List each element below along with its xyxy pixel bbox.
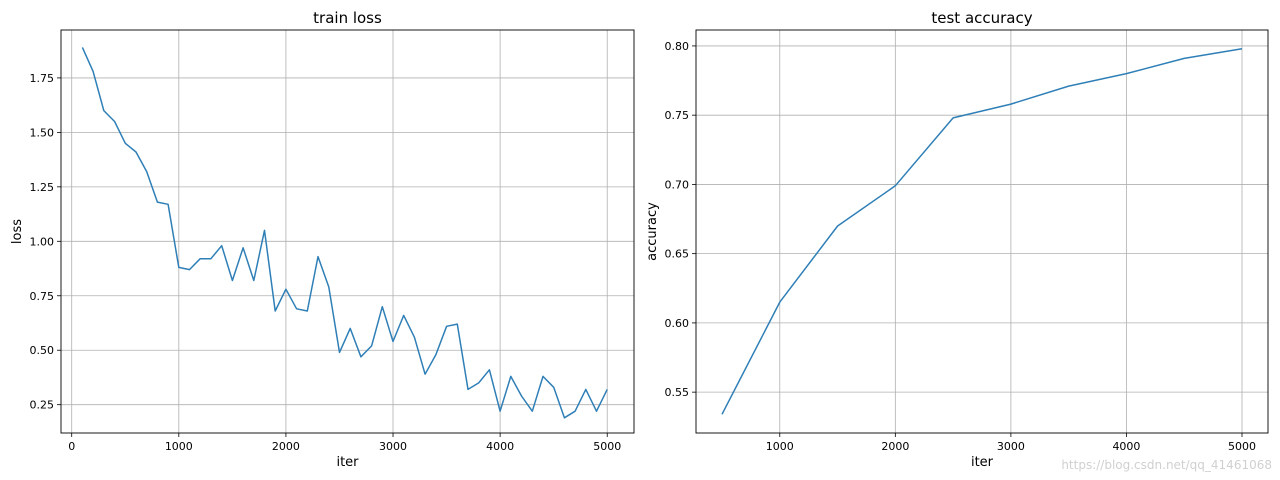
data-point bbox=[1008, 102, 1013, 107]
data-point bbox=[316, 254, 321, 259]
data-point bbox=[101, 108, 106, 113]
axes-frame bbox=[695, 29, 1269, 434]
data-point bbox=[348, 326, 353, 331]
data-point bbox=[583, 387, 588, 392]
x-tick-label: 1000 bbox=[766, 440, 794, 453]
data-point bbox=[326, 285, 331, 290]
y-tick-label: 0.25 bbox=[30, 399, 55, 412]
data-point bbox=[573, 409, 578, 414]
data-point bbox=[358, 354, 363, 359]
data-point bbox=[198, 256, 203, 261]
data-point bbox=[305, 309, 310, 314]
data-point bbox=[401, 313, 406, 318]
x-axis-label: iter bbox=[336, 455, 359, 470]
data-point bbox=[80, 45, 85, 50]
series-line-1 bbox=[721, 47, 1243, 415]
data-point bbox=[893, 183, 898, 188]
data-point bbox=[208, 256, 213, 261]
y-tick-label: 0.50 bbox=[30, 344, 55, 357]
data-point bbox=[487, 367, 492, 372]
data-point bbox=[123, 141, 128, 146]
data-point bbox=[594, 409, 599, 414]
data-point bbox=[1066, 84, 1071, 89]
data-point bbox=[540, 374, 545, 379]
data-point bbox=[530, 409, 535, 414]
data-point bbox=[498, 409, 503, 414]
x-tick-label: 3000 bbox=[997, 440, 1025, 453]
data-point bbox=[262, 228, 267, 233]
data-point bbox=[835, 223, 840, 228]
data-point bbox=[433, 352, 438, 357]
data-point bbox=[283, 287, 288, 292]
x-axis-label: iter bbox=[971, 455, 994, 470]
data-point bbox=[273, 309, 278, 314]
chart-panel-2: 1000 2000 3000 4000 5000 0.55 0.60 0.65 0.70 0.75… bbox=[645, 9, 1269, 470]
data-point bbox=[91, 69, 96, 74]
data-point bbox=[508, 374, 513, 379]
data-point bbox=[166, 202, 171, 207]
data-point bbox=[294, 306, 299, 311]
data-point bbox=[412, 335, 417, 340]
y-tick-label: 1.75 bbox=[30, 72, 55, 85]
y-axis-label: loss bbox=[10, 219, 25, 244]
data-point bbox=[241, 245, 246, 250]
y-tick-label: 0.70 bbox=[665, 178, 690, 191]
watermark: https://blog.csdn.net/qq_41461068 bbox=[1061, 458, 1272, 472]
chart-title: test accuracy bbox=[931, 9, 1032, 27]
data-point bbox=[423, 372, 428, 377]
data-point bbox=[391, 339, 396, 344]
y-axis-label: accuracy bbox=[645, 202, 660, 261]
chart-panel-1: 0 1000 2000 3000 4000 5000 0.25 0.50 0.75 1.00 1.2… bbox=[10, 9, 635, 470]
data-point bbox=[476, 380, 481, 385]
data-point bbox=[562, 415, 567, 420]
data-point bbox=[1240, 46, 1245, 51]
x-tick-label: 2000 bbox=[881, 440, 909, 453]
data-point bbox=[455, 322, 460, 327]
x-tick-label: 2000 bbox=[272, 440, 300, 453]
y-tick-label: 1.00 bbox=[30, 235, 55, 248]
data-point bbox=[1124, 71, 1129, 76]
data-point bbox=[176, 265, 181, 270]
data-point bbox=[519, 393, 524, 398]
x-tick-label: 4000 bbox=[486, 440, 514, 453]
data-point bbox=[133, 149, 138, 154]
chart-title: train loss bbox=[313, 9, 382, 27]
data-point bbox=[951, 115, 956, 120]
data-point bbox=[465, 387, 470, 392]
y-tick-label: 0.80 bbox=[665, 40, 690, 53]
y-tick-label: 0.75 bbox=[30, 290, 55, 303]
data-point bbox=[187, 267, 192, 272]
x-tick-label: 4000 bbox=[1112, 440, 1140, 453]
y-tick-label: 1.50 bbox=[30, 126, 55, 139]
data-point bbox=[369, 343, 374, 348]
y-tick-label: 0.60 bbox=[665, 317, 690, 330]
y-tick-label: 1.25 bbox=[30, 181, 55, 194]
data-point bbox=[444, 324, 449, 329]
data-point bbox=[251, 278, 256, 283]
x-tick-label: 0 bbox=[68, 440, 75, 453]
x-tick-label: 5000 bbox=[593, 440, 621, 453]
x-tick-label: 1000 bbox=[165, 440, 193, 453]
data-point bbox=[380, 304, 385, 309]
data-point bbox=[777, 300, 782, 305]
data-point bbox=[112, 119, 117, 124]
data-point bbox=[144, 169, 149, 174]
axes-frame bbox=[60, 29, 635, 434]
data-point bbox=[551, 385, 556, 390]
y-tick-label: 0.75 bbox=[665, 109, 690, 122]
data-point bbox=[219, 243, 224, 248]
data-point bbox=[230, 278, 235, 283]
series-line-1 bbox=[81, 47, 608, 419]
data-point bbox=[1182, 56, 1187, 61]
data-point bbox=[337, 350, 342, 355]
data-point bbox=[720, 412, 725, 417]
x-tick-label: 5000 bbox=[1228, 440, 1256, 453]
y-tick-label: 0.55 bbox=[665, 386, 690, 399]
data-point bbox=[155, 200, 160, 205]
x-tick-label: 3000 bbox=[379, 440, 407, 453]
y-tick-label: 0.65 bbox=[665, 248, 690, 261]
data-point bbox=[605, 387, 610, 392]
